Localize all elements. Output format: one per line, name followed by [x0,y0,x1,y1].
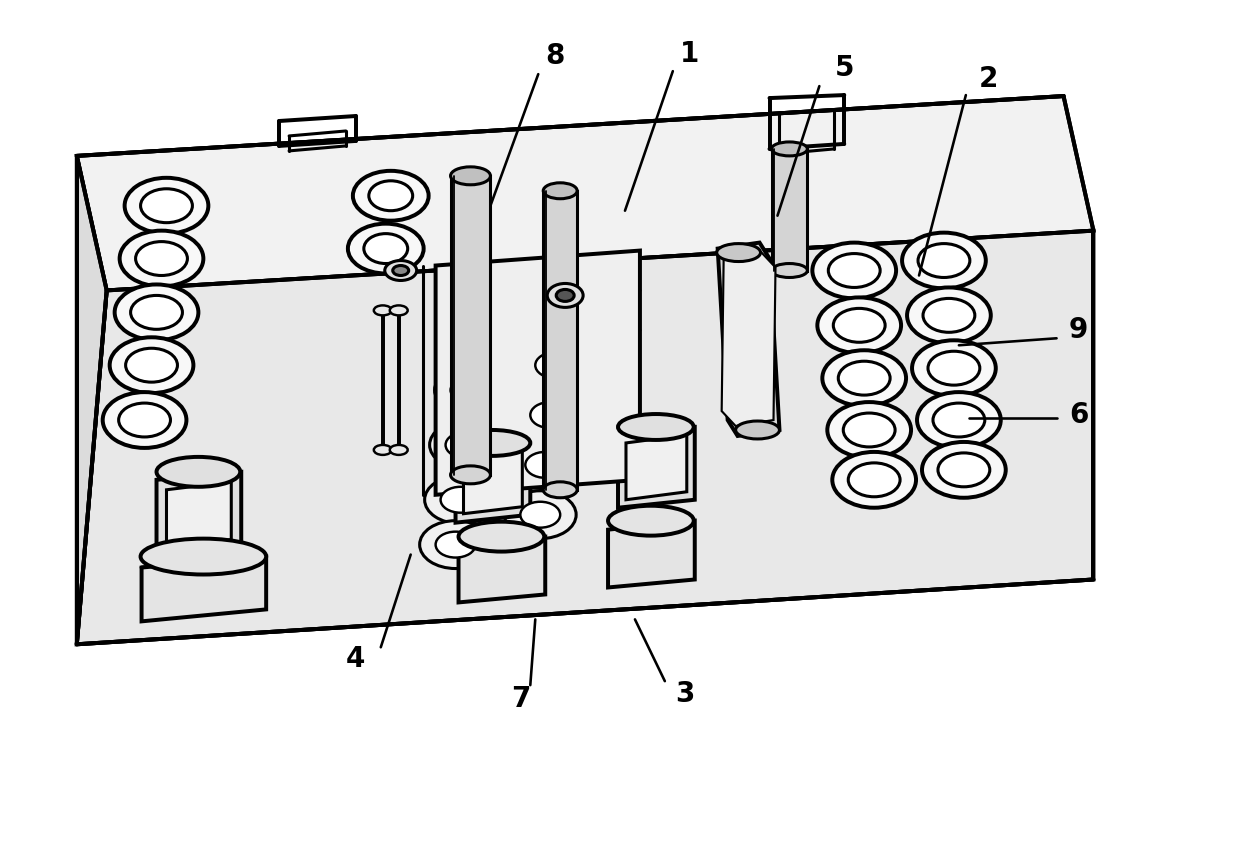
Ellipse shape [130,296,182,329]
Ellipse shape [832,452,916,507]
Ellipse shape [450,377,491,403]
Text: 5: 5 [835,54,854,82]
Ellipse shape [119,230,203,286]
Ellipse shape [833,309,885,343]
Polygon shape [450,176,491,475]
Ellipse shape [419,521,491,569]
Ellipse shape [608,506,693,536]
Ellipse shape [434,366,506,414]
Ellipse shape [526,452,565,478]
Ellipse shape [373,305,392,315]
Ellipse shape [520,341,591,389]
Ellipse shape [348,224,424,274]
Ellipse shape [918,244,970,277]
Ellipse shape [923,442,1006,498]
Text: 9: 9 [1069,316,1089,344]
Ellipse shape [928,351,980,385]
Ellipse shape [125,348,177,382]
Ellipse shape [389,445,408,455]
Ellipse shape [510,441,582,489]
Ellipse shape [109,337,193,393]
Ellipse shape [156,457,241,487]
Ellipse shape [557,290,574,302]
Text: 3: 3 [675,680,694,708]
Ellipse shape [135,241,187,275]
Polygon shape [722,252,775,426]
Ellipse shape [119,403,170,437]
Ellipse shape [450,466,491,484]
Ellipse shape [455,430,531,456]
Text: 1: 1 [681,40,699,68]
Ellipse shape [828,253,880,287]
Polygon shape [459,536,546,603]
Ellipse shape [932,403,985,437]
Text: 2: 2 [980,65,998,94]
Ellipse shape [140,189,192,223]
Polygon shape [77,230,1094,644]
Ellipse shape [429,421,501,469]
Ellipse shape [140,539,267,575]
Ellipse shape [389,305,408,315]
Polygon shape [771,149,807,270]
Polygon shape [718,242,780,436]
Ellipse shape [918,392,1001,448]
Ellipse shape [812,242,897,298]
Ellipse shape [521,502,560,528]
Text: 8: 8 [546,42,565,71]
Ellipse shape [822,350,906,406]
Ellipse shape [937,453,990,487]
Ellipse shape [848,463,900,496]
Text: 7: 7 [511,685,529,713]
Ellipse shape [817,298,901,354]
Ellipse shape [125,178,208,234]
Polygon shape [156,472,242,558]
Ellipse shape [771,142,807,156]
Ellipse shape [393,265,409,275]
Ellipse shape [543,482,577,498]
Polygon shape [435,251,640,495]
Ellipse shape [901,233,986,288]
Ellipse shape [843,413,895,447]
Ellipse shape [827,402,911,458]
Ellipse shape [114,285,198,340]
Text: 6: 6 [1069,401,1089,429]
Polygon shape [77,96,1094,291]
Ellipse shape [368,181,413,211]
Ellipse shape [505,490,577,539]
Ellipse shape [515,391,587,439]
Polygon shape [608,521,694,587]
Ellipse shape [923,298,975,332]
Ellipse shape [373,445,392,455]
Ellipse shape [363,234,408,264]
Ellipse shape [445,432,485,458]
Text: 4: 4 [346,645,366,673]
Ellipse shape [771,264,807,277]
Ellipse shape [450,167,491,184]
Ellipse shape [543,183,577,199]
Polygon shape [77,156,107,644]
Ellipse shape [717,244,760,262]
Polygon shape [618,427,694,507]
Polygon shape [455,443,531,523]
Polygon shape [166,482,232,547]
Ellipse shape [838,361,890,395]
Ellipse shape [913,340,996,396]
Ellipse shape [103,392,186,448]
Ellipse shape [547,283,583,308]
Ellipse shape [353,171,429,221]
Ellipse shape [735,421,780,439]
Ellipse shape [459,522,544,552]
Ellipse shape [536,352,575,378]
Ellipse shape [424,476,496,524]
Ellipse shape [440,487,480,513]
Polygon shape [626,435,687,500]
Ellipse shape [531,402,570,428]
Ellipse shape [618,414,693,440]
Polygon shape [464,450,522,513]
Ellipse shape [435,531,475,558]
Ellipse shape [384,261,417,280]
Ellipse shape [906,287,991,343]
Polygon shape [543,190,577,490]
Polygon shape [141,557,267,621]
